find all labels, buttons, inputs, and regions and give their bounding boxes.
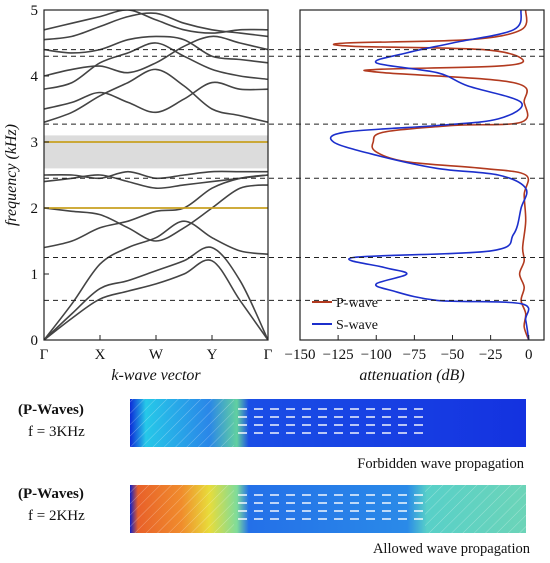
band-x-tick-label: X	[95, 347, 106, 363]
case-2-wave-type: (P-Waves)	[18, 486, 84, 502]
band-curve-4	[44, 174, 268, 249]
band-y-tick-label: 5	[31, 3, 39, 19]
attenuation-x-tick-label: 0	[525, 347, 533, 363]
band-x-axis-label: k-wave vector	[111, 367, 201, 384]
case-2-caption: Allowed wave propagation	[373, 541, 531, 557]
band-y-tick-label: 0	[31, 333, 39, 349]
band-curve-6	[44, 174, 268, 190]
case-2-frequency: f = 2KHz	[28, 508, 85, 524]
simulation-strip-forbidden-texture	[130, 399, 234, 447]
band-curve-11	[44, 35, 268, 77]
band-curve-1	[44, 259, 268, 340]
case-forbidden: (P-Waves) f = 3KHz Forbidden wave propag…	[18, 399, 526, 472]
band-structure-chart: Γ X W Y Γ 0 1 2 3 4 5 k-wave vector frequency (kH…	[3, 3, 273, 384]
band-curve-9	[44, 81, 268, 114]
band-y-tick-label: 2	[31, 201, 39, 217]
band-curve-14	[44, 10, 268, 34]
attenuation-legend: P-wave S-wave	[312, 296, 378, 333]
band-curve-2	[44, 246, 268, 340]
attenuation-x-tick-label: −75	[403, 347, 426, 363]
band-x-tick-label: Γ	[40, 347, 49, 363]
band-y-ticks: 0 1 2 3 4 5	[31, 3, 49, 349]
band-gap-region	[44, 135, 268, 169]
simulation-strip-allowed-dashes	[238, 494, 423, 520]
band-x-tick-label: Γ	[264, 347, 273, 363]
band-curve-3	[44, 220, 268, 340]
attenuation-x-ticks: −150 −125 −100 −75 −50 −25 0	[285, 335, 533, 363]
simulation-strip-allowed-texture-right	[425, 485, 526, 533]
attenuation-curve-p-wave	[332, 10, 530, 340]
simulation-strip-allowed-texture	[130, 485, 234, 533]
band-gap-shading	[44, 135, 268, 169]
case-1-frequency: f = 3KHz	[28, 424, 85, 440]
band-curve-12	[44, 35, 268, 64]
attenuation-x-tick-label: −125	[323, 347, 354, 363]
attenuation-x-tick-label: −25	[479, 347, 502, 363]
band-curve-10	[44, 42, 268, 90]
band-curve-8	[44, 68, 268, 123]
band-curve-13	[44, 12, 268, 41]
band-x-tick-label: Y	[207, 347, 218, 363]
legend-label-p-wave: P-wave	[336, 296, 378, 311]
band-y-tick-label: 1	[31, 267, 39, 283]
band-y-axis-label: frequency (kHz)	[3, 124, 20, 226]
case-1-wave-type: (P-Waves)	[18, 402, 84, 418]
simulation-strip-forbidden-dashes	[238, 408, 423, 434]
attenuation-x-axis-label: attenuation (dB)	[359, 367, 464, 384]
band-curve-5	[44, 184, 268, 242]
attenuation-curve-s-wave	[329, 10, 530, 340]
band-y-tick-label: 4	[31, 69, 39, 85]
attenuation-plot-frame	[299, 9, 545, 341]
dashed-frequency-levels	[44, 49, 544, 301]
attenuation-chart: −150 −125 −100 −75 −50 −25 0 attenuation (dB) …	[285, 9, 545, 384]
band-y-tick-label: 3	[31, 135, 39, 151]
case-1-caption: Forbidden wave propagation	[357, 456, 524, 472]
attenuation-x-tick-label: −150	[285, 347, 316, 363]
attenuation-x-tick-label: −100	[361, 347, 392, 363]
band-curves	[44, 10, 268, 340]
highlight-frequency-lines	[44, 141, 268, 209]
legend-label-s-wave: S-wave	[336, 318, 378, 333]
attenuation-x-tick-label: −50	[441, 347, 464, 363]
case-allowed: (P-Waves) f = 2KHz Allowed wave propagat…	[18, 485, 531, 557]
band-x-tick-label: W	[149, 347, 164, 363]
attenuation-curves	[329, 10, 530, 340]
